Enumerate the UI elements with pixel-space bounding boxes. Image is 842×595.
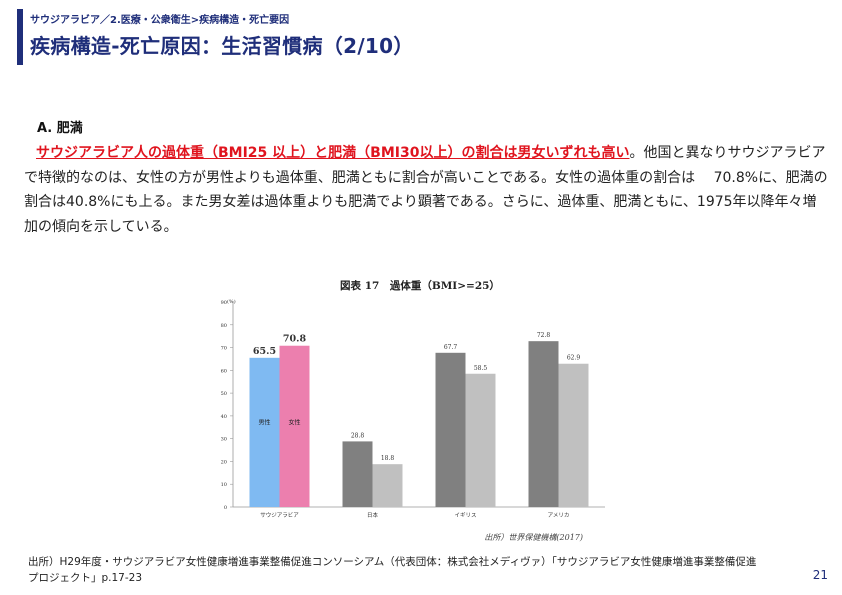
y-tick-label: 0 xyxy=(224,505,227,511)
bar-data-label: 18.8 xyxy=(381,455,395,462)
bar-data-label: 58.5 xyxy=(474,365,488,372)
y-tick-label: 20 xyxy=(221,459,227,465)
x-tick-label: アメリカ xyxy=(548,512,570,519)
y-tick-label: 80 xyxy=(221,323,227,329)
bar-series-label: 女性 xyxy=(288,419,300,427)
bar xyxy=(528,341,559,507)
title-accent-bar xyxy=(17,9,23,65)
bar-data-label: 28.8 xyxy=(351,432,365,439)
chart-title: 図表 17 過体重（BMI>=25） xyxy=(340,279,500,292)
bar xyxy=(435,352,466,507)
bar xyxy=(279,345,310,507)
overweight-chart: 図表 17 過体重（BMI>=25） (%) 0 10 20 30 40 50 60 70 80 90… xyxy=(205,268,635,550)
bar-data-label: 67.7 xyxy=(444,344,458,351)
source-note: 出所）H29年度・サウジアラビア女性健康増進事業整備促進コンソーシアム（代表団体… xyxy=(28,556,757,584)
y-tick-label: 10 xyxy=(221,482,227,488)
y-tick-label: 60 xyxy=(221,368,227,374)
x-tick-label: サウジアラビア xyxy=(260,511,299,519)
bar xyxy=(342,441,373,507)
body-paragraph: サウジアラビア人の過体重（BMI25 以上）と肥満（BMI30以上）の割合は男女… xyxy=(24,141,829,239)
bar-data-label: 72.8 xyxy=(537,332,551,339)
bar-data-label: 65.5 xyxy=(253,346,276,357)
y-tick-label: 90 xyxy=(221,300,227,306)
paragraph-rest: 。他国と異なりサウジアラビアで特徴的なのは、女性の方が男性よりも過体重、肥満とも… xyxy=(24,145,828,235)
highlighted-statement: サウジアラビア人の過体重（BMI25 以上）と肥満（BMI30以上）の割合は男女… xyxy=(36,145,630,161)
y-tick-label: 30 xyxy=(221,437,227,443)
page-title: 疾病構造-死亡原因：生活習慣病（2/10） xyxy=(30,34,414,58)
y-tick-label: 50 xyxy=(221,391,227,397)
y-unit-label: (%) xyxy=(227,298,236,305)
bar-series-label: 男性 xyxy=(258,419,270,427)
chart-source-label: 出所）世界保健機構(2017) xyxy=(484,533,583,542)
y-tick-label: 40 xyxy=(221,414,227,420)
bar xyxy=(372,464,403,507)
section-heading: A. 肥満 xyxy=(37,121,83,136)
chart-svg: 図表 17 過体重（BMI>=25） (%) 0 10 20 30 40 50 60 70 80 90… xyxy=(221,279,605,542)
x-tick-label: イギリス xyxy=(454,512,476,519)
page-number: 21 xyxy=(812,568,828,582)
bar xyxy=(249,357,280,507)
bar xyxy=(465,373,496,507)
bar-data-label: 62.9 xyxy=(567,355,581,362)
y-tick-label: 70 xyxy=(221,346,227,352)
x-tick-label: 日本 xyxy=(367,511,379,519)
bar xyxy=(558,363,589,507)
breadcrumb: サウジアラビア／2.医療・公衆衛生>疾病構造・死亡要因 xyxy=(30,15,290,26)
bar-data-label: 70.8 xyxy=(283,334,307,345)
